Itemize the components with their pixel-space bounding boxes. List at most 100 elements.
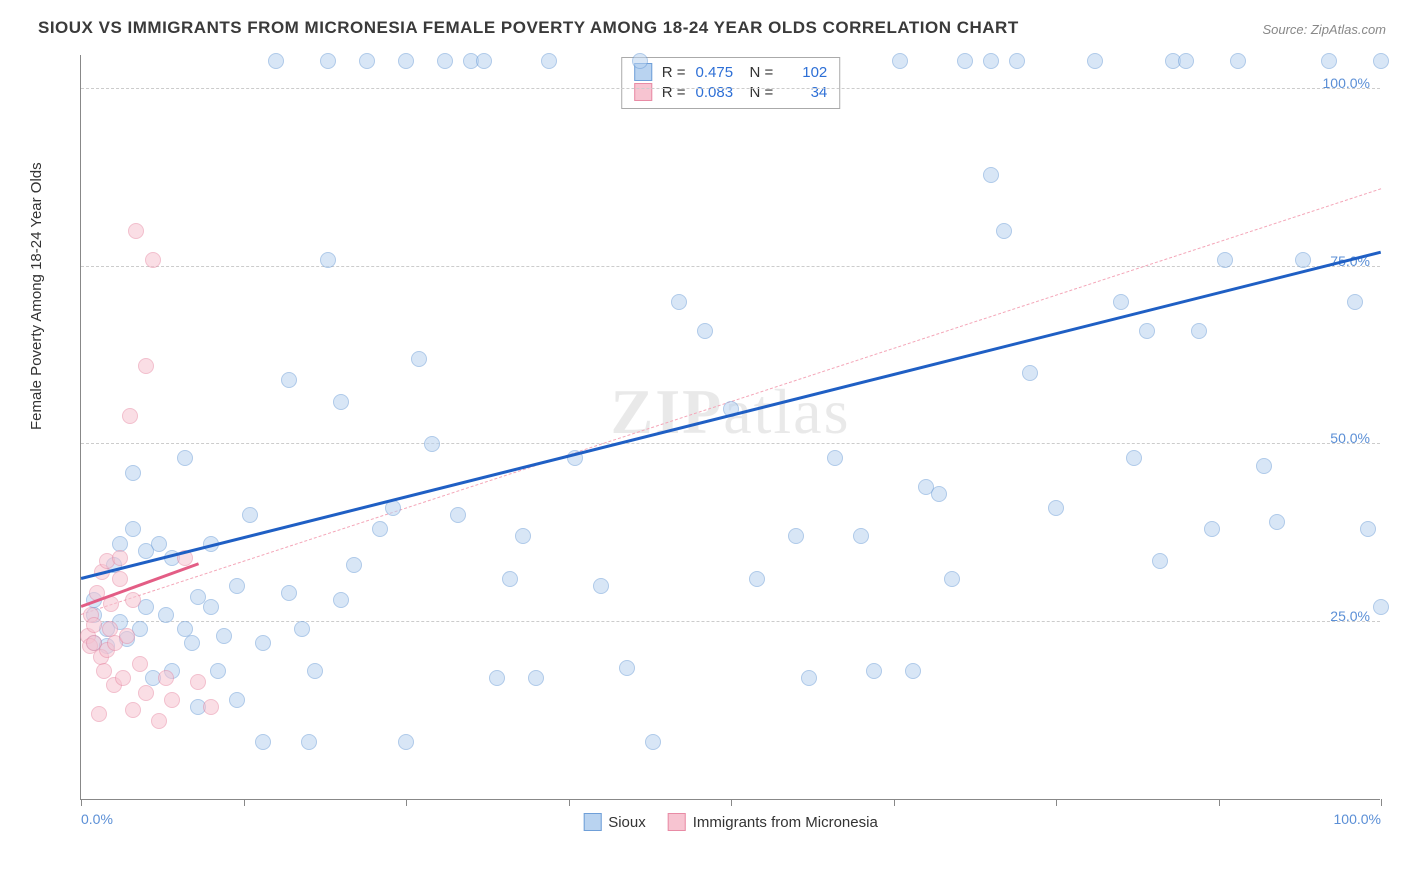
data-point xyxy=(593,578,609,594)
data-point xyxy=(151,536,167,552)
data-point xyxy=(203,699,219,715)
data-point xyxy=(749,571,765,587)
data-point xyxy=(398,53,414,69)
data-point xyxy=(450,507,466,523)
data-point xyxy=(145,252,161,268)
data-point xyxy=(411,351,427,367)
data-point xyxy=(216,628,232,644)
data-point xyxy=(359,53,375,69)
legend-item: Immigrants from Micronesia xyxy=(668,813,878,831)
data-point xyxy=(1126,450,1142,466)
data-point xyxy=(281,372,297,388)
data-point xyxy=(125,702,141,718)
data-point xyxy=(125,521,141,537)
x-tick xyxy=(406,799,407,806)
data-point xyxy=(91,706,107,722)
data-point xyxy=(320,53,336,69)
data-point xyxy=(138,358,154,374)
gridline xyxy=(81,443,1380,444)
data-point xyxy=(320,252,336,268)
data-point xyxy=(372,521,388,537)
data-point xyxy=(1360,521,1376,537)
data-point xyxy=(671,294,687,310)
data-point xyxy=(1191,323,1207,339)
x-tick xyxy=(1219,799,1220,806)
y-tick-label: 100.0% xyxy=(1323,75,1370,91)
data-point xyxy=(229,578,245,594)
data-point xyxy=(255,734,271,750)
data-point xyxy=(86,617,102,633)
data-point xyxy=(346,557,362,573)
data-point xyxy=(115,670,131,686)
data-point xyxy=(1347,294,1363,310)
data-point xyxy=(333,592,349,608)
data-point xyxy=(957,53,973,69)
x-tick-label: 0.0% xyxy=(81,811,113,827)
data-point xyxy=(1087,53,1103,69)
data-point xyxy=(242,507,258,523)
data-point xyxy=(151,713,167,729)
x-tick xyxy=(244,799,245,806)
data-point xyxy=(632,53,648,69)
data-point xyxy=(1256,458,1272,474)
x-tick xyxy=(894,799,895,806)
data-point xyxy=(1048,500,1064,516)
data-point xyxy=(541,53,557,69)
data-point xyxy=(866,663,882,679)
stat-r-value: 0.475 xyxy=(696,64,740,81)
legend-item: Sioux xyxy=(583,813,646,831)
source-attribution: Source: ZipAtlas.com xyxy=(1262,22,1386,37)
data-point xyxy=(125,465,141,481)
data-point xyxy=(619,660,635,676)
watermark-bold: ZIP xyxy=(611,376,724,447)
data-point xyxy=(112,571,128,587)
data-point xyxy=(333,394,349,410)
legend: Sioux Immigrants from Micronesia xyxy=(583,813,878,831)
stat-r-label: R = xyxy=(662,84,686,101)
data-point xyxy=(1269,514,1285,530)
data-point xyxy=(294,621,310,637)
data-point xyxy=(1009,53,1025,69)
data-point xyxy=(1113,294,1129,310)
y-axis-label: Female Poverty Among 18-24 Year Olds xyxy=(28,162,45,430)
stats-row: R =0.083N =34 xyxy=(634,82,828,102)
data-point xyxy=(203,599,219,615)
data-point xyxy=(1373,599,1389,615)
trend-line xyxy=(81,250,1382,579)
data-point xyxy=(931,486,947,502)
data-point xyxy=(983,167,999,183)
y-tick-label: 25.0% xyxy=(1330,608,1370,624)
data-point xyxy=(301,734,317,750)
data-point xyxy=(229,692,245,708)
data-point xyxy=(528,670,544,686)
data-point xyxy=(1152,553,1168,569)
data-point xyxy=(905,663,921,679)
data-point xyxy=(1321,53,1337,69)
y-tick-label: 50.0% xyxy=(1330,430,1370,446)
data-point xyxy=(119,628,135,644)
x-tick xyxy=(731,799,732,806)
data-point xyxy=(489,670,505,686)
legend-swatch xyxy=(634,83,652,101)
data-point xyxy=(268,53,284,69)
data-point xyxy=(1230,53,1246,69)
legend-label: Sioux xyxy=(608,814,646,831)
data-point xyxy=(983,53,999,69)
data-point xyxy=(128,223,144,239)
data-point xyxy=(177,450,193,466)
stat-n-value: 34 xyxy=(783,84,827,101)
data-point xyxy=(307,663,323,679)
data-point xyxy=(255,635,271,651)
data-point xyxy=(1217,252,1233,268)
gridline xyxy=(81,88,1380,89)
stat-r-label: R = xyxy=(662,64,686,81)
x-tick-label: 100.0% xyxy=(1334,811,1381,827)
data-point xyxy=(184,635,200,651)
data-point xyxy=(210,663,226,679)
data-point xyxy=(1373,53,1389,69)
legend-swatch xyxy=(583,813,601,831)
stat-n-label: N = xyxy=(750,64,774,81)
x-tick xyxy=(81,799,82,806)
data-point xyxy=(515,528,531,544)
data-point xyxy=(645,734,661,750)
